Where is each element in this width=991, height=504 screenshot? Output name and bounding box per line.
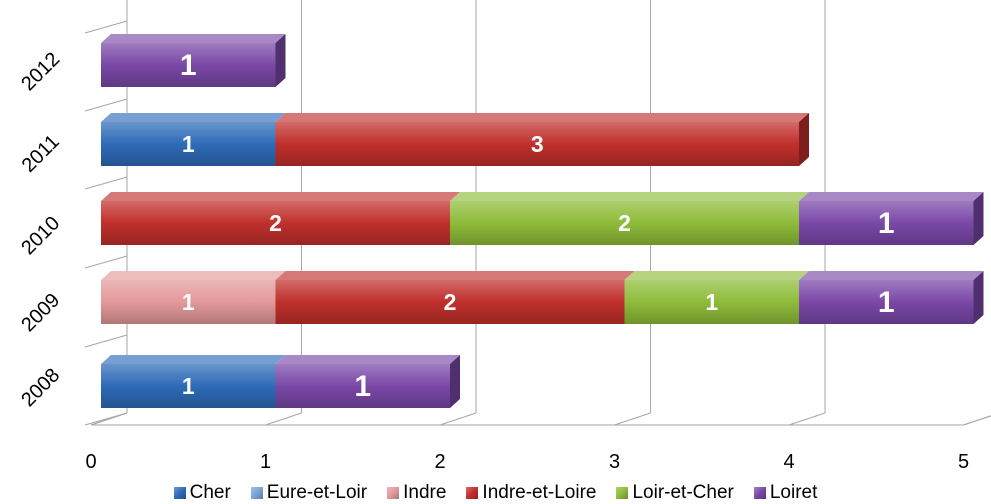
legend-item: Cher (173, 482, 231, 504)
bar-segment-loiret-2010 (799, 201, 974, 245)
data-label: 1 (878, 207, 895, 240)
data-label: 2 (618, 210, 631, 236)
legend-swatch (173, 487, 186, 499)
legend-item: Loiret (753, 482, 818, 504)
bar-segment-indre-et-loire-2011 (275, 122, 799, 166)
category-separator (84, 176, 128, 190)
x-tick-label: 1 (260, 451, 271, 473)
data-label: 1 (182, 289, 195, 315)
legend-swatch (250, 487, 263, 499)
bar-top-face (799, 271, 984, 280)
bar-top-face (101, 113, 286, 122)
bar-top-face (101, 355, 286, 364)
legend-label: Eure-et-Loir (266, 482, 368, 503)
x-tick-label: 4 (783, 451, 794, 473)
bar-top-face (101, 34, 286, 43)
x-tick-label: 0 (85, 451, 96, 473)
bar-segment-indre-2009 (101, 280, 276, 324)
data-label: 3 (531, 131, 544, 157)
gridline-depth (439, 412, 477, 426)
category-separator (84, 20, 128, 34)
x-tick-label: 3 (609, 451, 620, 473)
legend-swatch (753, 487, 766, 499)
y-category-label: 2010 (17, 212, 64, 259)
bar-top-face (101, 192, 460, 201)
legend-item: Loir-et-Cher (616, 482, 734, 504)
bar-side-face (450, 355, 460, 408)
bar-segment-cher-2008 (101, 364, 276, 408)
gridline-depth (788, 412, 826, 426)
legend-item: Eure-et-Loir (250, 482, 368, 504)
y-category-label: 2009 (17, 289, 64, 336)
bar-chart: 1 1 1 2 1 1 2 2 1 1 3 1 0 1 2 3 4 5 2008 2009 2010 2011 2012 (17, 0, 991, 473)
bar-segment-loiret-2009 (799, 280, 974, 324)
gridline-depth (265, 412, 302, 426)
bar-side-face (973, 192, 984, 245)
x-tick-label: 5 (958, 451, 969, 473)
bar-segment-loiret-2012 (101, 43, 276, 87)
bar-segment-cher-2011 (101, 122, 276, 166)
chart-legend: Cher Eure-et-Loir Indre Indre-et-Loire Loir-… (0, 482, 991, 504)
bar-side-face (973, 271, 984, 324)
data-label: 2 (444, 289, 457, 315)
data-label: 1 (180, 49, 197, 82)
bar-top-face (275, 271, 635, 280)
data-label: 1 (878, 286, 895, 319)
gridline-depth (963, 415, 991, 426)
bar-segment-loir-et-cher-2009 (624, 280, 799, 324)
x-axis-tick-labels: 0 1 2 3 4 5 (85, 451, 969, 473)
legend-swatch (387, 487, 400, 499)
y-category-label: 2011 (18, 131, 64, 177)
bar-side-face (275, 34, 286, 87)
data-label: 2 (269, 210, 282, 236)
bar-top-face (450, 192, 809, 201)
legend-label: Indre (403, 482, 447, 503)
data-label: 1 (182, 373, 195, 399)
gridline-depth (90, 412, 128, 426)
bar-top-face (799, 192, 984, 201)
category-separator (84, 98, 128, 112)
data-label: 1 (705, 289, 718, 315)
gridline-depth (614, 412, 651, 426)
bar-top-face (624, 271, 809, 280)
data-label: 1 (182, 131, 195, 157)
y-category-label: 2008 (17, 364, 64, 411)
legend-item: Indre (387, 482, 446, 504)
legend-swatch (466, 487, 479, 499)
bar-segment-indre-et-loire-2010 (101, 201, 450, 245)
x-tick-label: 2 (434, 451, 445, 473)
legend-label: Loir-et-Cher (632, 482, 734, 503)
category-separator (84, 255, 128, 269)
chart-bars: 1 1 1 2 1 1 2 2 1 1 3 1 (101, 34, 984, 408)
bar-side-face (799, 113, 809, 166)
category-separator (84, 334, 128, 348)
data-label: 1 (354, 370, 371, 403)
y-axis-category-labels: 2008 2009 2010 2011 2012 (17, 48, 64, 411)
bar-top-face (275, 113, 809, 122)
bar-segment-indre-et-loire-2009 (275, 280, 625, 324)
legend-label: Loiret (769, 482, 818, 503)
bar-segment-loiret-2008 (275, 364, 450, 408)
bar-segment-loir-et-cher-2010 (450, 201, 799, 245)
y-category-label: 2012 (17, 48, 64, 95)
legend-item: Indre-et-Loire (466, 482, 596, 504)
bar-top-face (275, 355, 460, 364)
legend-label: Indre-et-Loire (482, 482, 597, 503)
legend-swatch (616, 487, 629, 499)
legend-label: Cher (189, 482, 231, 503)
bar-top-face (101, 271, 286, 280)
